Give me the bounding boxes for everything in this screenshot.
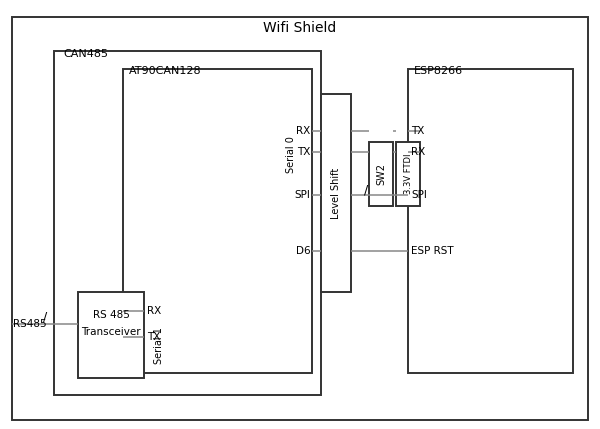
Text: Level Shift: Level Shift <box>331 167 341 219</box>
Text: RS 485: RS 485 <box>92 310 130 320</box>
Text: RX: RX <box>411 147 425 157</box>
Text: /: / <box>364 183 368 196</box>
Bar <box>123 69 312 373</box>
Text: TX: TX <box>297 147 310 157</box>
Text: SPI: SPI <box>295 190 310 200</box>
Text: RX: RX <box>147 306 161 316</box>
Text: AT90CAN128: AT90CAN128 <box>129 66 202 76</box>
Bar <box>321 94 351 292</box>
Bar <box>78 292 144 378</box>
Text: RX: RX <box>296 126 310 136</box>
Text: /: / <box>43 311 47 324</box>
Text: D6: D6 <box>296 246 310 256</box>
Text: SW2: SW2 <box>376 163 386 185</box>
Text: Serial 1: Serial 1 <box>154 327 164 364</box>
Text: SPI: SPI <box>411 190 427 200</box>
Text: TX: TX <box>411 126 424 136</box>
Text: ESP RST: ESP RST <box>411 246 454 256</box>
Text: CAN485: CAN485 <box>63 48 108 59</box>
Text: Serial 0: Serial 0 <box>286 136 296 173</box>
Bar <box>369 142 393 206</box>
Text: RS485: RS485 <box>13 319 47 329</box>
Text: TX: TX <box>147 332 160 342</box>
Text: 3.3V FTDI: 3.3V FTDI <box>404 154 413 194</box>
Text: ESP8266: ESP8266 <box>414 66 463 76</box>
Bar <box>54 51 321 395</box>
Bar <box>408 69 573 373</box>
Text: Wifi Shield: Wifi Shield <box>263 21 337 35</box>
Bar <box>396 142 420 206</box>
Text: Transceiver: Transceiver <box>81 327 141 338</box>
